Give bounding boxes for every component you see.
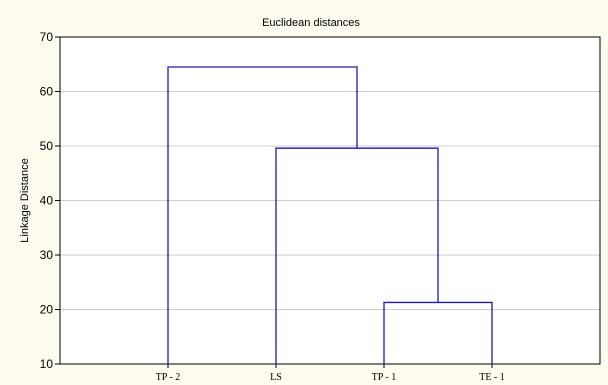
y-axis-ticks: 10 20 30 40 50 60 70 bbox=[40, 30, 60, 371]
x-tick-label: TP - 2 bbox=[156, 372, 181, 383]
y-tick-label: 30 bbox=[40, 248, 54, 262]
x-axis-ticks: TP - 2 LS TP - 1 TE - 1 bbox=[156, 364, 505, 383]
y-tick-label: 70 bbox=[40, 30, 54, 44]
x-tick-label: LS bbox=[270, 372, 282, 383]
chart-title: Euclidean distances bbox=[262, 17, 360, 29]
y-axis-label: Linkage Distance bbox=[19, 158, 31, 242]
dendrogram-link-3 bbox=[167, 66, 358, 364]
dendrogram-links bbox=[167, 66, 493, 364]
x-tick-label: TP - 1 bbox=[372, 372, 397, 383]
y-tick-label: 20 bbox=[40, 303, 54, 317]
y-tick-label: 40 bbox=[40, 194, 54, 208]
x-tick-label: TE - 1 bbox=[479, 372, 505, 383]
y-tick-label: 10 bbox=[40, 357, 54, 371]
y-tick-label: 50 bbox=[40, 139, 54, 153]
y-tick-label: 60 bbox=[40, 85, 54, 99]
grid-lines bbox=[60, 91, 600, 310]
